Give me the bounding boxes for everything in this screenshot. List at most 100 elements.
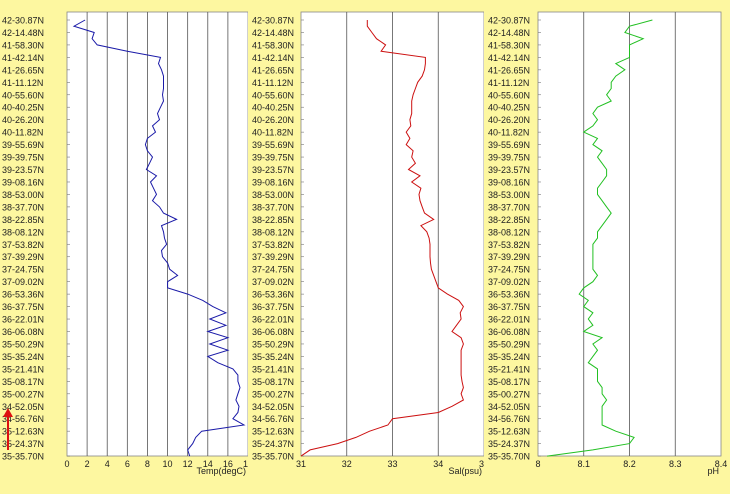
panel-2-lat-label: 35-35.24N [488, 352, 530, 362]
panel-0-lat-label: 41-42.14N [2, 53, 44, 63]
panel-0-lat-label: 40-26.20N [2, 115, 44, 125]
panel-1-lat-label: 41-58.30N [252, 40, 294, 50]
panel-1-lat-label: 37-24.75N [252, 265, 294, 275]
panel-1-lat-label: 38-37.70N [252, 202, 294, 212]
panel-0-lat-label: 42-14.48N [2, 28, 44, 38]
panel-2-lat-label: 39-23.57N [488, 165, 530, 175]
panel-1-lat-label: 35-12.63N [252, 427, 294, 437]
panel-1-x-axis-label: Sal(psu) [448, 466, 482, 476]
panel-0-x-tick-label: 10 [163, 459, 173, 469]
panel-0-lat-label: 36-37.75N [2, 302, 44, 312]
panel-1-lat-label: 38-22.85N [252, 215, 294, 225]
panel-2-lat-label: 37-53.82N [488, 240, 530, 250]
panel-1-lat-label: 35-50.29N [252, 339, 294, 349]
panel-1-lat-label: 37-09.02N [252, 277, 294, 287]
panel-1-lat-label: 41-42.14N [252, 53, 294, 63]
panel-2-lat-label: 34-52.05N [488, 402, 530, 412]
panel-1-lat-label: 39-08.16N [252, 177, 294, 187]
panel-0-lat-label: 35-21.41N [2, 364, 44, 374]
panel-0-lat-label: 36-22.01N [2, 315, 44, 325]
panel-1-lat-label: 38-53.00N [252, 190, 294, 200]
panel-0-x-tick-label: 16 [223, 459, 233, 469]
panel-2-lat-label: 40-55.60N [488, 90, 530, 100]
panel-2-lat-label: 35-24.37N [488, 439, 530, 449]
panel-2-lat-label: 39-55.69N [488, 140, 530, 150]
panel-0-plot-area [66, 11, 249, 457]
panel-1-lat-label: 35-35.70N [252, 452, 294, 462]
panel-0-lat-label: 39-08.16N [2, 177, 44, 187]
panel-0-x-tick-label: 14 [203, 459, 213, 469]
panel-1-lat-label: 35-08.17N [252, 377, 294, 387]
panel-1-lat-label: 40-55.60N [252, 90, 294, 100]
panel-1-lat-label: 42-30.87N [252, 16, 294, 26]
panel-0-lat-label: 38-22.85N [2, 215, 44, 225]
panel-0-lat-label: 39-55.69N [2, 140, 44, 150]
panel-0-lat-label: 37-39.29N [2, 252, 44, 262]
panel-0-lat-label: 37-53.82N [2, 240, 44, 250]
panel-1-lat-label: 41-11.12N [252, 78, 293, 88]
panel-0-x-tick-label: 2 [85, 459, 90, 469]
panel-0-lat-label: 37-24.75N [2, 265, 44, 275]
panel-2-lat-label: 38-37.70N [488, 202, 530, 212]
panel-2-x-tick-label: 8.2 [623, 459, 636, 469]
panel-0-lat-label: 39-39.75N [2, 153, 44, 163]
panel-1-x-tick-label: 34 [433, 459, 443, 469]
panel-1-lat-label: 36-22.01N [252, 315, 294, 325]
panel-0-lat-label: 42-30.87N [2, 16, 44, 26]
panel-0-lat-label: 38-37.70N [2, 202, 44, 212]
panel-1-x-tick-label: 33 [387, 459, 397, 469]
panel-1-lat-label: 36-06.08N [252, 327, 294, 337]
panel-2-lat-label: 36-06.08N [488, 327, 530, 337]
panel-2-lat-label: 34-56.76N [488, 414, 530, 424]
panel-2-lat-label: 42-14.48N [488, 28, 530, 38]
panel-1-data-line [300, 20, 465, 457]
panel-2-lat-label: 37-09.02N [488, 277, 530, 287]
panel-2-lat-label: 35-08.17N [488, 377, 530, 387]
panel-0-x-tick-label: 0 [64, 459, 69, 469]
panel-2-lat-label: 37-39.29N [488, 252, 530, 262]
panel-0-lat-label: 35-24.37N [2, 439, 44, 449]
panel-2-lat-label: 35-35.70N [488, 452, 530, 462]
panel-1-lat-label: 34-52.05N [252, 402, 294, 412]
panel-1-lat-label: 37-39.29N [252, 252, 294, 262]
panel-0-lat-label: 40-55.60N [2, 90, 44, 100]
panel-1-lat-label: 42-14.48N [252, 28, 294, 38]
panel-0-lat-label: 35-35.70N [2, 452, 44, 462]
panel-2-lat-label: 39-08.16N [488, 177, 530, 187]
panel-2-lat-label: 35-50.29N [488, 339, 530, 349]
panel-1-lat-label: 35-24.37N [252, 439, 294, 449]
panel-1-x-tick-label: 31 [296, 459, 306, 469]
panel-2-x-axis-label: pH [707, 466, 719, 476]
panel-2-lat-label: 40-40.25N [488, 103, 530, 113]
panel-2-lat-label: 41-58.30N [488, 40, 530, 50]
panel-0-lat-label: 40-40.25N [2, 103, 44, 113]
panel-0-lat-label: 40-11.82N [2, 128, 43, 138]
panel-2-lat-label: 38-22.85N [488, 215, 530, 225]
panel-2-x-tick-label: 8.4 [715, 459, 728, 469]
panel-0-lat-label: 38-08.12N [2, 227, 44, 237]
panel-2-lat-label: 38-53.00N [488, 190, 530, 200]
panel-0-x-tick-label: 12 [183, 459, 193, 469]
panel-0-x-tick-label: 4 [105, 459, 110, 469]
panel-2-lat-label: 38-08.12N [488, 227, 530, 237]
panel-0-data-line [72, 19, 246, 457]
panel-1-lat-label: 39-39.75N [252, 153, 294, 163]
panel-0-lat-label: 41-26.65N [2, 65, 44, 75]
panel-2-lat-label: 37-24.75N [488, 265, 530, 275]
panel-0-lat-label: 35-00.27N [2, 389, 44, 399]
panel-0-lat-label: 34-56.76N [2, 414, 44, 424]
panel-0-x-tick-label: 8 [145, 459, 150, 469]
panel-2-lat-label: 41-11.12N [488, 78, 529, 88]
panel-1-lat-label: 41-26.65N [252, 65, 294, 75]
panel-2-lat-label: 35-21.41N [488, 364, 530, 374]
up-arrow-icon [3, 408, 13, 450]
panel-0-lat-label: 36-53.36N [2, 290, 44, 300]
panel-0-lat-label: 37-09.02N [2, 277, 44, 287]
panel-1-lat-label: 40-40.25N [252, 103, 294, 113]
panel-2-data-line [547, 19, 653, 457]
panel-1-lat-label: 38-08.12N [252, 227, 294, 237]
panel-0-lat-label: 39-23.57N [2, 165, 44, 175]
panel-1-lat-label: 34-56.76N [252, 414, 294, 424]
panel-1-lat-label: 35-35.24N [252, 352, 294, 362]
